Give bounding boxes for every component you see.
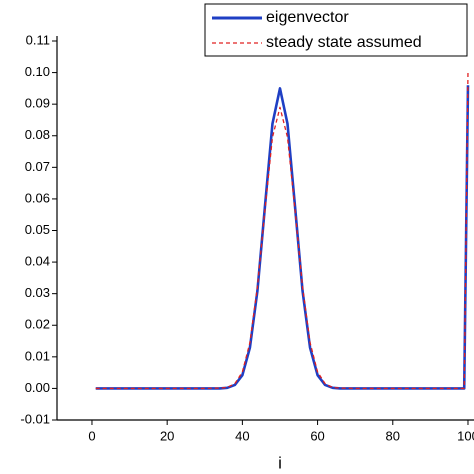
y-tick-label: 0.08 [25, 127, 50, 142]
x-tick-label: 80 [386, 428, 400, 443]
x-tick-label: 40 [235, 428, 249, 443]
y-tick-label: 0.09 [25, 96, 50, 111]
legend-label: steady state assumed [266, 34, 422, 51]
y-tick-label: 0.02 [25, 317, 50, 332]
x-tick-label: 0 [88, 428, 95, 443]
y-tick-label: 0.11 [26, 32, 50, 47]
y-tick-label: 0.06 [25, 190, 50, 205]
series-line [95, 85, 470, 390]
y-tick-label: -0.01 [20, 411, 50, 426]
y-tick-label: 0.04 [25, 254, 50, 269]
y-tick-label: 0.00 [25, 380, 50, 395]
series-line [95, 72, 469, 390]
y-tick-label: 0.10 [25, 64, 50, 79]
y-tick-label: 0.05 [25, 222, 50, 237]
y-tick-label: 0.07 [25, 159, 50, 174]
x-tick-label: 100 [457, 428, 474, 443]
legend-label: eigenvector [266, 9, 349, 26]
y-tick-label: 0.01 [25, 348, 50, 363]
x-tick-label: 60 [310, 428, 324, 443]
legend-box [204, 3, 468, 57]
y-tick-label: 0.03 [25, 285, 50, 300]
x-axis-title: i [278, 453, 282, 472]
x-tick-label: 20 [160, 428, 174, 443]
